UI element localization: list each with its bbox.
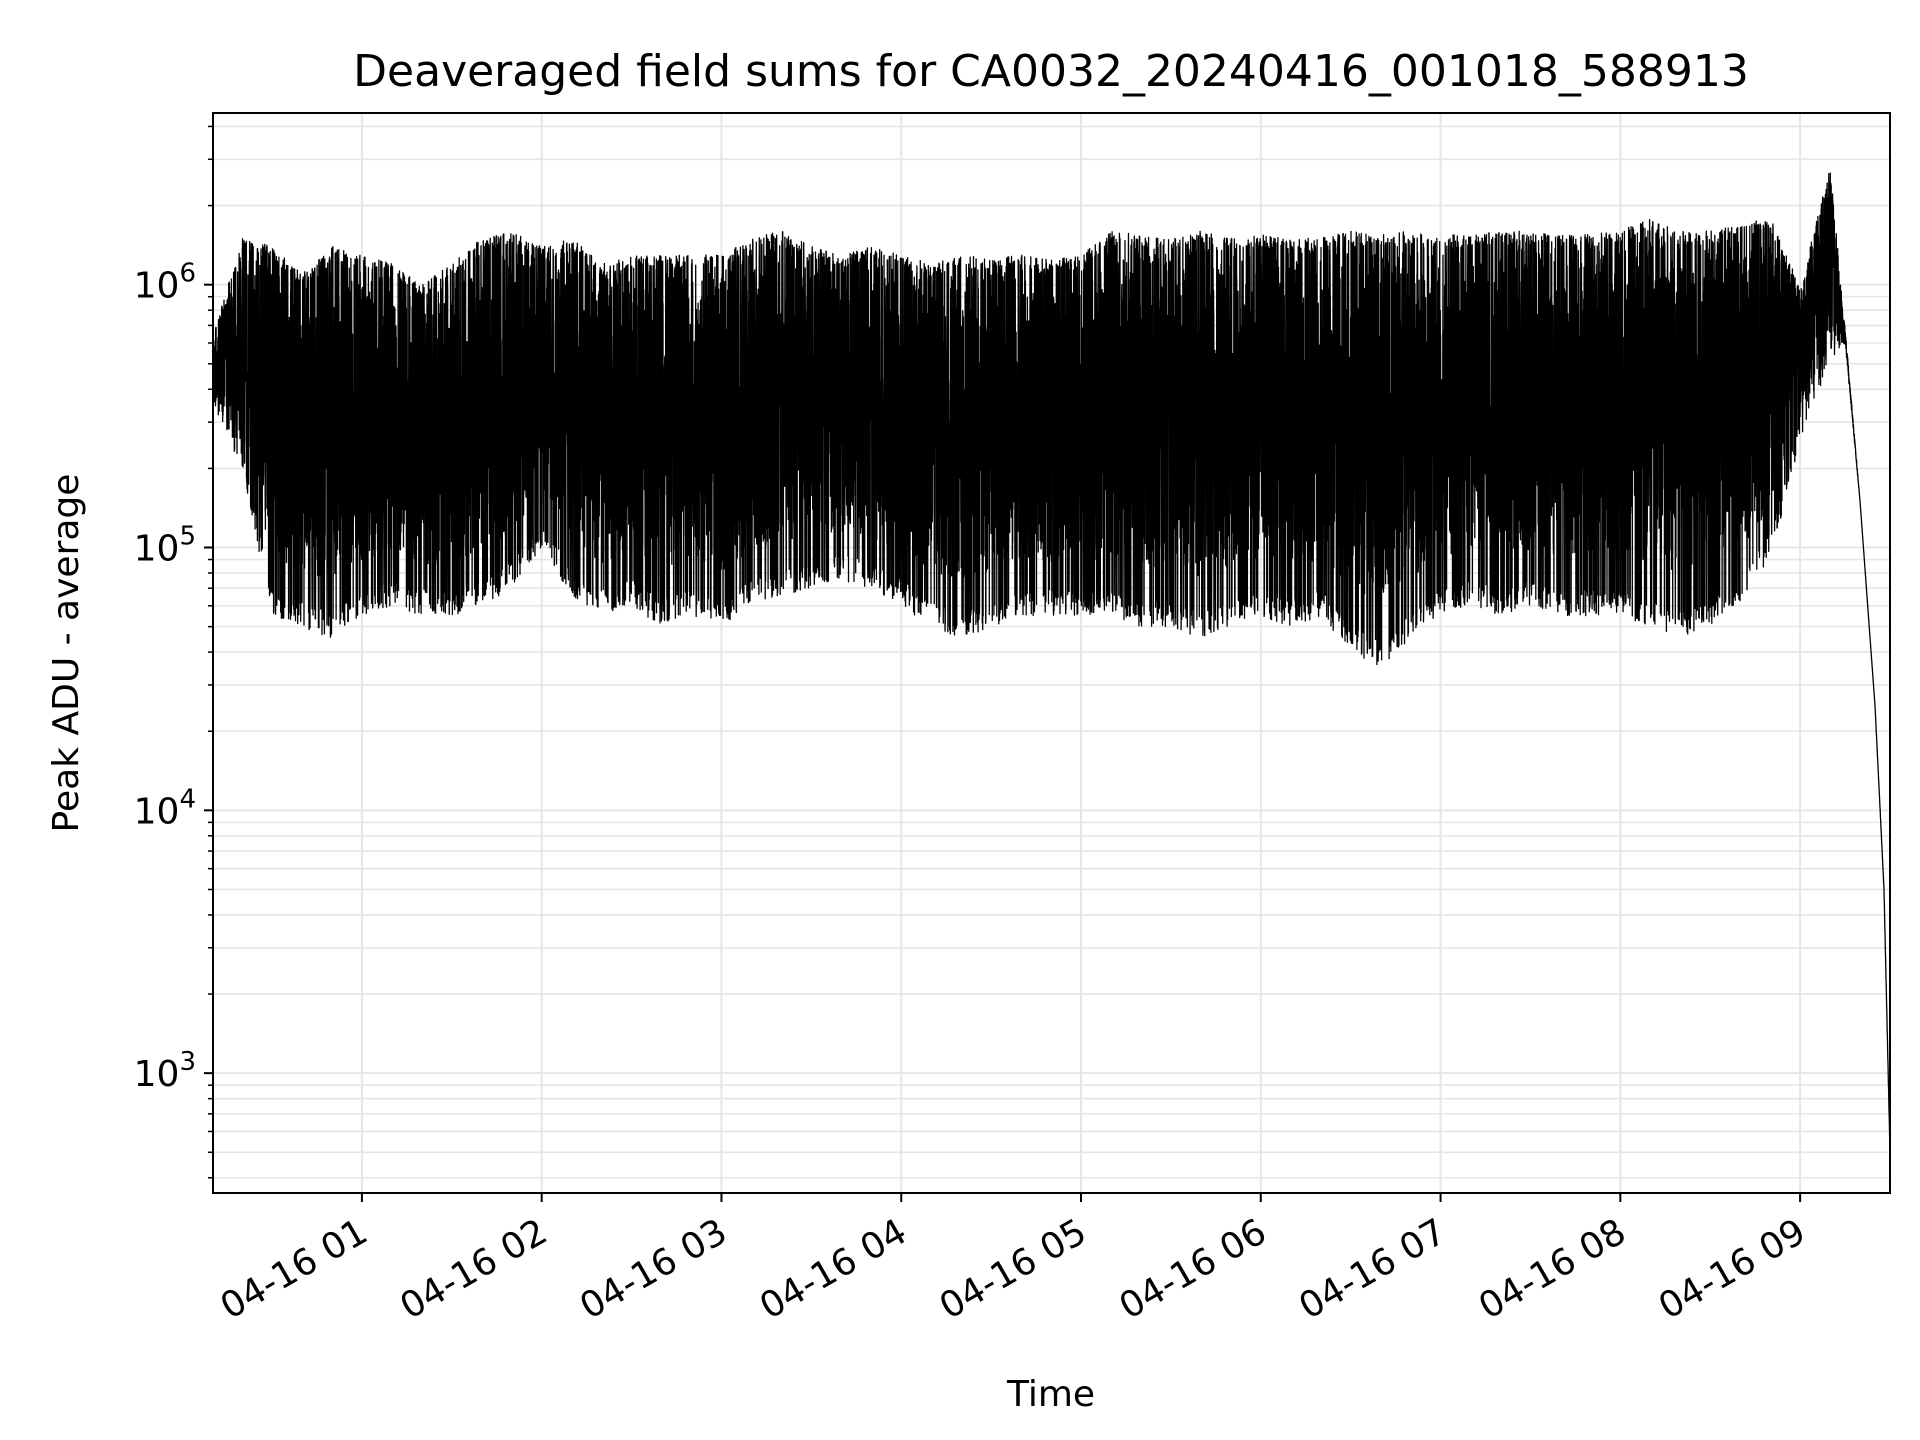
y-tick-label-base: 10 (134, 266, 180, 307)
y-tick-label: 105 (134, 522, 196, 570)
y-tick-label-exponent: 5 (179, 522, 196, 552)
y-tick-label: 104 (134, 784, 196, 832)
y-tick-label-base: 10 (134, 1054, 180, 1095)
y-tick-label-base: 10 (134, 529, 180, 570)
y-tick-label-exponent: 4 (179, 784, 196, 814)
y-tick-label-base: 10 (134, 791, 180, 832)
x-axis-label: Time (1006, 1374, 1095, 1415)
y-tick-label-exponent: 3 (179, 1047, 196, 1077)
series-line (212, 172, 1891, 1153)
chart-title: Deaveraged field sums for CA0032_2024041… (353, 46, 1749, 97)
data-series (212, 172, 1891, 1153)
y-axis-label: Peak ADU - average (46, 474, 87, 833)
y-tick-label-exponent: 6 (179, 259, 196, 289)
y-tick-label: 106 (134, 259, 196, 307)
y-tick-label: 103 (134, 1047, 196, 1095)
plot-frame (212, 112, 1891, 1194)
